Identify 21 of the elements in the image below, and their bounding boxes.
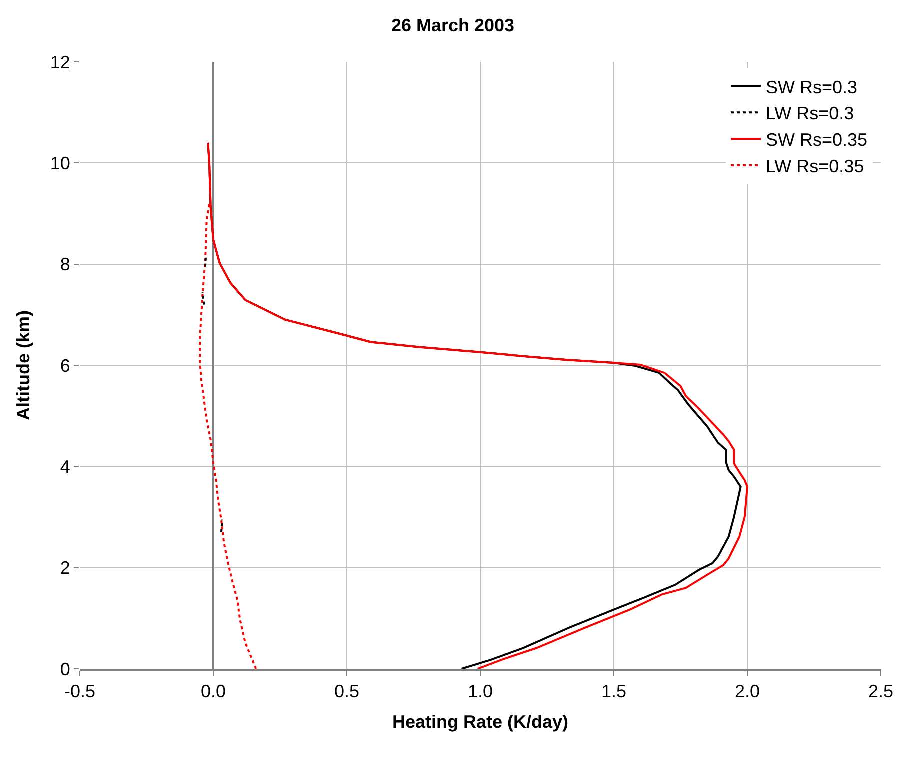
chart-title: 26 March 2003 xyxy=(391,16,515,36)
y-tick-label: 10 xyxy=(50,153,70,174)
y-tick-label: 12 xyxy=(50,52,70,72)
x-tick-label: 1.0 xyxy=(468,681,494,702)
y-tick-label: 2 xyxy=(60,558,70,578)
y-tick-label: 4 xyxy=(60,456,70,477)
y-tick-label: 6 xyxy=(60,356,70,376)
x-tick-label: 2.5 xyxy=(868,681,894,702)
x-tick-label: -0.5 xyxy=(64,681,96,702)
x-tick-label: 0.5 xyxy=(334,681,360,702)
legend-label: LW Rs=0.3 xyxy=(766,104,854,124)
legend-label: LW Rs=0.35 xyxy=(766,156,864,176)
y-tick-label: 8 xyxy=(60,254,70,275)
x-tick-label: 1.5 xyxy=(601,681,627,702)
x-tick-label: 2.0 xyxy=(734,681,760,702)
x-tick-label: 0.0 xyxy=(200,681,226,702)
x-axis-title: Heating Rate (K/day) xyxy=(392,712,569,732)
legend-label: SW Rs=0.35 xyxy=(766,130,868,150)
y-tick-label: 0 xyxy=(60,659,70,680)
y-axis-title: Altitude (km) xyxy=(14,310,34,420)
legend-label: SW Rs=0.3 xyxy=(766,77,858,98)
